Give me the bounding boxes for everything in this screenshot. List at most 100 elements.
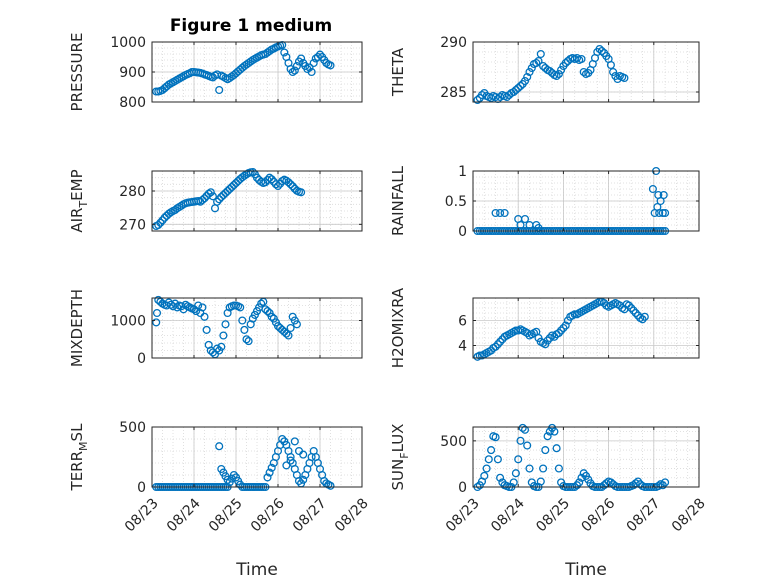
- data-point: [313, 52, 322, 62]
- data-point: [661, 208, 670, 218]
- y-tick-label: 500: [440, 434, 467, 450]
- tick-marks: [472, 427, 700, 488]
- data-point: [661, 478, 670, 487]
- data-point: [520, 76, 530, 86]
- data-point: [491, 342, 500, 351]
- data-point: [541, 446, 550, 455]
- y-axis-label-main: SUN: [389, 459, 407, 491]
- data-point: [523, 72, 532, 82]
- axes-box: [472, 297, 700, 359]
- data-point: [514, 83, 523, 93]
- data-point: [552, 71, 561, 81]
- data-point: [242, 335, 251, 344]
- tick-marks: [472, 298, 700, 358]
- data-point: [288, 67, 297, 77]
- data-point: [198, 195, 207, 205]
- data-point: [658, 208, 667, 218]
- subplot-pressure: 800 900 1000 PRESSURE: [68, 33, 363, 112]
- data-point: [290, 437, 299, 446]
- data-point: [200, 312, 209, 321]
- data-series: [152, 295, 301, 359]
- data-point: [575, 478, 584, 487]
- data-point: [534, 56, 543, 66]
- data-point: [532, 58, 541, 68]
- data-point: [223, 186, 232, 196]
- data-point: [525, 464, 534, 473]
- data-point: [204, 189, 213, 198]
- subplot-air_temp: 270 280 AIRTEMP: [68, 167, 363, 233]
- x-axis-label: Time: [235, 560, 278, 580]
- data-point: [297, 188, 306, 197]
- data-point: [217, 342, 226, 351]
- data-point: [152, 318, 161, 327]
- data-point: [267, 312, 276, 321]
- data-point: [294, 476, 304, 486]
- y-tick-label: 0: [458, 224, 467, 240]
- tick-marks: [151, 426, 363, 488]
- data-point: [536, 477, 545, 486]
- data-point: [305, 63, 314, 72]
- data-point: [516, 436, 525, 445]
- data-point: [631, 308, 640, 318]
- data-point: [609, 67, 618, 77]
- data-point: [624, 301, 633, 310]
- data-point: [511, 85, 520, 95]
- y-tick-label: 1000: [110, 35, 146, 51]
- subplot-h2omixra: 4 6 H2OMIXRA: [389, 287, 700, 368]
- y-axis-label-rest: LUX: [389, 424, 407, 453]
- y-tick-label: 1000: [110, 314, 146, 330]
- data-point: [655, 208, 664, 218]
- data-point: [200, 194, 209, 203]
- y-tick-label: 0: [137, 351, 146, 367]
- y-tick-label: 290: [440, 35, 467, 51]
- data-point: [557, 326, 566, 335]
- axes-box: [472, 426, 700, 488]
- data-point: [523, 441, 532, 450]
- data-point: [221, 188, 230, 198]
- data-point: [282, 329, 291, 338]
- y-axis-label-rest: SL: [68, 423, 86, 442]
- data-point: [229, 180, 238, 190]
- y-axis-label: MIXDEPTH: [68, 289, 86, 367]
- y-axis-label: SUNFLUX: [389, 424, 411, 491]
- axes-box: [151, 297, 363, 359]
- data-point: [539, 61, 548, 71]
- data-point: [496, 473, 505, 482]
- data-point: [152, 308, 162, 318]
- data-point: [257, 299, 266, 308]
- data-point: [297, 54, 306, 63]
- y-tick-label: 900: [119, 65, 146, 81]
- y-tick-label: 4: [458, 339, 467, 355]
- data-point: [315, 50, 325, 59]
- tick-marks: [151, 298, 363, 359]
- data-point: [557, 65, 566, 75]
- data-point: [473, 95, 482, 105]
- data-point: [536, 49, 545, 59]
- data-point: [554, 328, 563, 338]
- data-point: [252, 173, 262, 182]
- y-tick-label: 270: [119, 217, 146, 233]
- y-axis-label: PRESSURE: [68, 33, 86, 112]
- data-point: [236, 303, 245, 312]
- data-point: [267, 175, 276, 184]
- data-point: [292, 320, 301, 329]
- data-point: [543, 336, 552, 345]
- y-axis-label-subscript: F: [398, 452, 411, 458]
- data-point: [309, 58, 318, 68]
- data-point: [265, 173, 274, 182]
- data-point: [480, 471, 489, 480]
- data-point: [487, 446, 496, 455]
- data-point: [284, 178, 293, 187]
- data-point: [229, 470, 238, 480]
- data-point: [282, 461, 291, 470]
- data-point: [261, 178, 270, 187]
- data-point: [177, 201, 186, 210]
- data-point: [559, 323, 568, 333]
- y-axis-label: TERRMSL: [68, 423, 90, 492]
- data-point: [284, 331, 293, 340]
- data-point: [213, 197, 222, 206]
- data-point: [221, 320, 230, 329]
- data-series: [152, 40, 335, 96]
- y-axis-label: H2OMIXRA: [389, 287, 407, 368]
